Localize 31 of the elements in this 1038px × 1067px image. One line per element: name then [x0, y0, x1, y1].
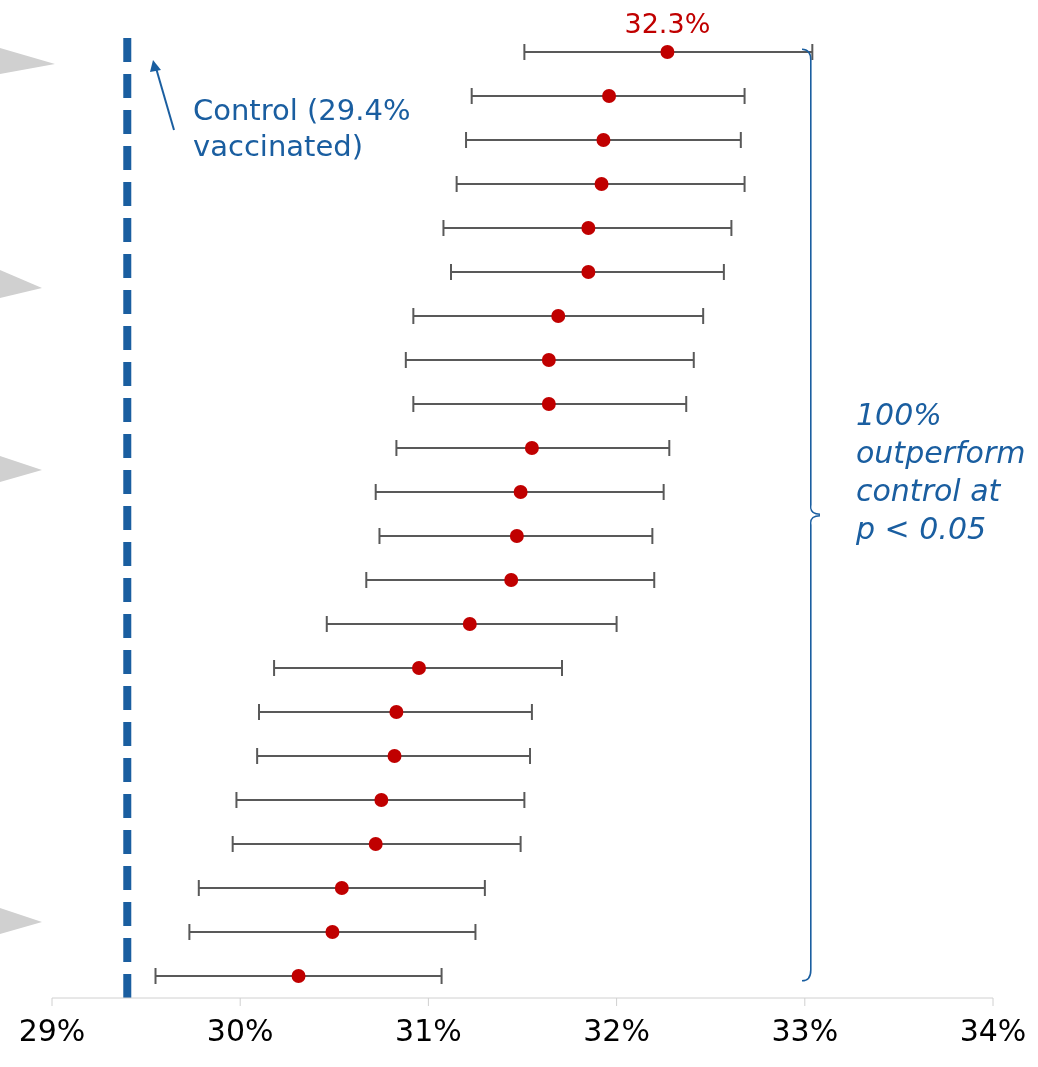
point — [334, 881, 349, 895]
point — [602, 89, 617, 103]
point — [551, 309, 566, 323]
point — [504, 573, 519, 587]
x-tick-label: 33% — [771, 1013, 839, 1049]
point — [387, 749, 402, 763]
point — [291, 969, 306, 983]
ref-line-label: Control (29.4% vaccinated) — [193, 92, 412, 164]
x-tick-label: 34% — [959, 1013, 1027, 1049]
point — [374, 793, 389, 807]
point — [581, 221, 596, 235]
x-tick-label: 30% — [206, 1013, 274, 1049]
point — [509, 529, 524, 543]
point — [524, 441, 539, 455]
point — [581, 265, 596, 279]
point — [541, 353, 556, 367]
point — [411, 661, 426, 675]
point — [594, 177, 609, 191]
data-label: 32.3% — [624, 8, 711, 40]
annotation: 100% outperform control at p < 0.05 — [856, 396, 1026, 548]
point — [462, 617, 477, 631]
point — [368, 837, 383, 851]
point — [513, 485, 528, 499]
point — [660, 45, 675, 59]
x-tick-label: 29% — [18, 1013, 86, 1049]
point — [596, 133, 611, 147]
x-tick-label: 32% — [583, 1013, 650, 1049]
point — [541, 397, 556, 411]
point — [325, 925, 340, 939]
x-tick-label: 31% — [395, 1013, 462, 1049]
point — [389, 705, 404, 719]
